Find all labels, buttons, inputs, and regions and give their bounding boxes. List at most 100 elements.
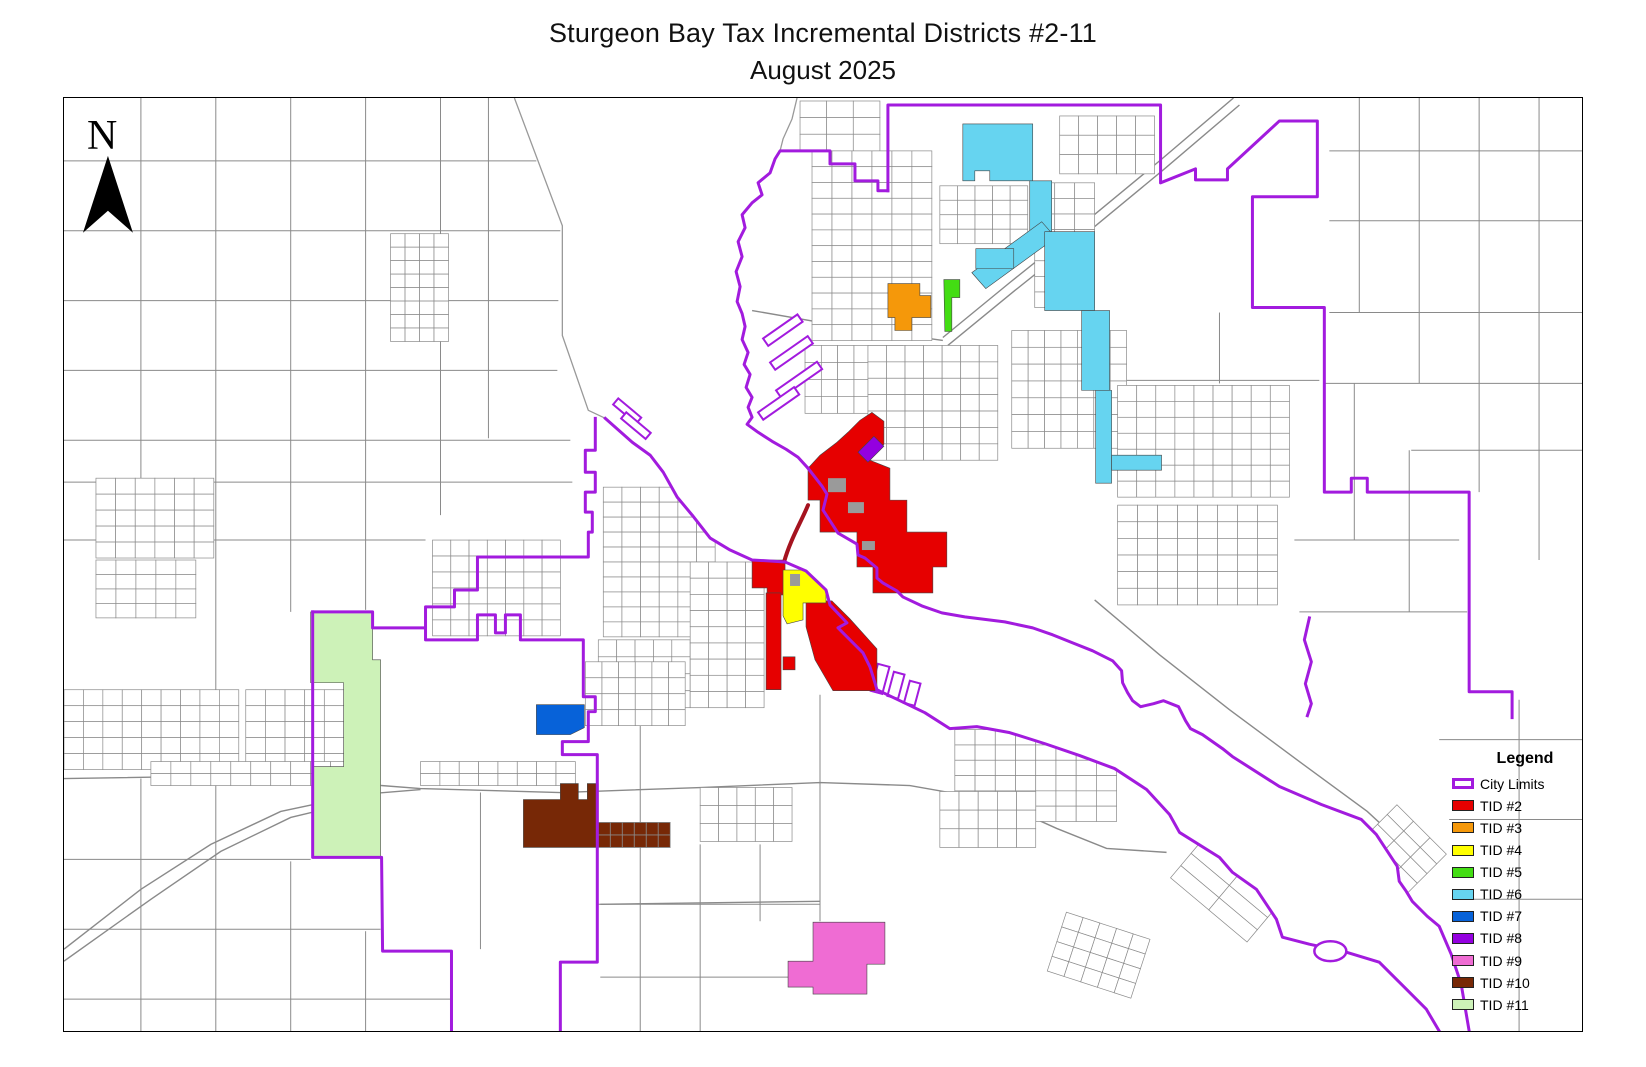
- parcel-block: [1137, 587, 1158, 606]
- parcel-block: [486, 571, 506, 589]
- parcel-block: [640, 576, 660, 593]
- parcel-block: [1055, 775, 1077, 792]
- parcel-block: [994, 775, 1016, 792]
- legend-swatch-icon: [1452, 844, 1474, 856]
- parcel-block: [923, 427, 943, 445]
- parcel-block: [1231, 448, 1252, 466]
- parcel-block: [1011, 431, 1029, 449]
- parcel-block: [689, 626, 710, 644]
- parcel-block: [904, 377, 924, 395]
- parcel-block: [677, 546, 697, 563]
- parcel-block: [773, 823, 793, 842]
- parcel-block: [102, 689, 123, 707]
- parcel-block: [867, 377, 887, 395]
- parcel-block: [831, 292, 853, 310]
- parcel-block: [419, 246, 435, 262]
- legend-item-city-limits: City Limits: [1452, 776, 1580, 792]
- parcel-block: [174, 525, 195, 543]
- parcel-block: [668, 661, 686, 679]
- parcel-block: [820, 379, 838, 397]
- city-limits-line: [805, 466, 1471, 1031]
- parcel-block: [219, 737, 240, 754]
- parcel-block: [923, 443, 943, 461]
- parcel-block: [1177, 571, 1198, 589]
- parcel-block: [390, 327, 406, 342]
- parcel-block: [497, 773, 518, 786]
- map-title-block: Sturgeon Bay Tax Incremental Districts #…: [0, 18, 1646, 86]
- parcel-block: [891, 229, 913, 247]
- parcel-block: [1074, 213, 1095, 230]
- parcel-block: [390, 273, 406, 288]
- parcel-block: [736, 823, 756, 842]
- legend-item-tid-3: TID #3: [1452, 820, 1580, 836]
- parcel-block: [923, 410, 943, 428]
- parcel-block: [1096, 805, 1117, 822]
- lagoon: [1313, 939, 1348, 963]
- parcel-block: [851, 245, 873, 262]
- parcel-block: [1250, 416, 1271, 434]
- parcel-block: [904, 345, 924, 363]
- parcel-block: [190, 773, 212, 786]
- parcel-block: [799, 133, 828, 152]
- parcel-block: [811, 292, 833, 310]
- district-tid-2: [782, 656, 796, 671]
- parcel-block: [977, 809, 998, 830]
- marina-dock: [768, 334, 815, 372]
- parcel-block: [831, 166, 853, 183]
- parcel-block: [1109, 346, 1127, 365]
- parcel-block: [621, 591, 641, 608]
- parcel-block: [1011, 346, 1029, 365]
- parcel-block: [478, 761, 499, 774]
- parcel-block: [404, 260, 420, 275]
- parcel-block: [941, 427, 962, 445]
- legend-swatch-icon: [1452, 910, 1474, 922]
- parcel-block: [1231, 432, 1252, 450]
- parcel-block: [1155, 385, 1176, 402]
- parcel-block: [1212, 448, 1233, 466]
- parcel-block: [939, 791, 960, 811]
- parcel-block: [911, 213, 933, 231]
- parcel-block: [1009, 214, 1029, 230]
- parcel-block: [1157, 504, 1178, 523]
- parcel-block: [1212, 464, 1233, 482]
- parcel-block: [516, 761, 537, 774]
- parcel-block: [432, 539, 452, 557]
- parcel-block: [1177, 554, 1198, 573]
- parcel-block: [141, 737, 162, 754]
- parcel-block: [1193, 480, 1214, 498]
- parcel-block: [404, 327, 420, 342]
- legend-swatch-icon: [1452, 866, 1474, 878]
- parcel-block: [1237, 538, 1258, 556]
- parcel-block: [419, 287, 435, 302]
- parcel-block: [886, 427, 906, 445]
- parcel-block: [726, 642, 746, 660]
- parcel-block: [597, 639, 618, 658]
- parcel-block: [102, 721, 123, 738]
- legend-item-tid-4: TID #4: [1452, 842, 1580, 858]
- shoreline: [513, 98, 606, 419]
- parcel-block: [1078, 115, 1098, 136]
- parcel-block: [516, 773, 537, 786]
- parcel-block: [1035, 775, 1057, 792]
- parcel-block: [1075, 759, 1097, 776]
- parcel-block: [141, 689, 162, 707]
- parcel-block: [696, 546, 716, 563]
- parcel-block: [1035, 759, 1057, 776]
- parcel-block: [904, 394, 924, 412]
- parcel-block: [390, 233, 406, 248]
- parcel-block: [689, 642, 710, 660]
- parcel-block: [1011, 380, 1029, 399]
- parcel-block: [811, 182, 833, 199]
- parcel-block: [1137, 538, 1158, 556]
- parcel-block: [911, 150, 933, 168]
- parcel-block: [820, 362, 838, 380]
- legend-swatch-icon: [1452, 999, 1474, 1011]
- parcel-block: [433, 260, 449, 275]
- parcel-block: [155, 574, 177, 590]
- parcel-block: [1174, 464, 1195, 482]
- parcel-block: [1197, 521, 1218, 539]
- parcel-block: [718, 823, 738, 842]
- map-subtitle: August 2025: [749, 55, 896, 85]
- parcel-block: [1135, 154, 1155, 175]
- parcel-block: [658, 576, 679, 593]
